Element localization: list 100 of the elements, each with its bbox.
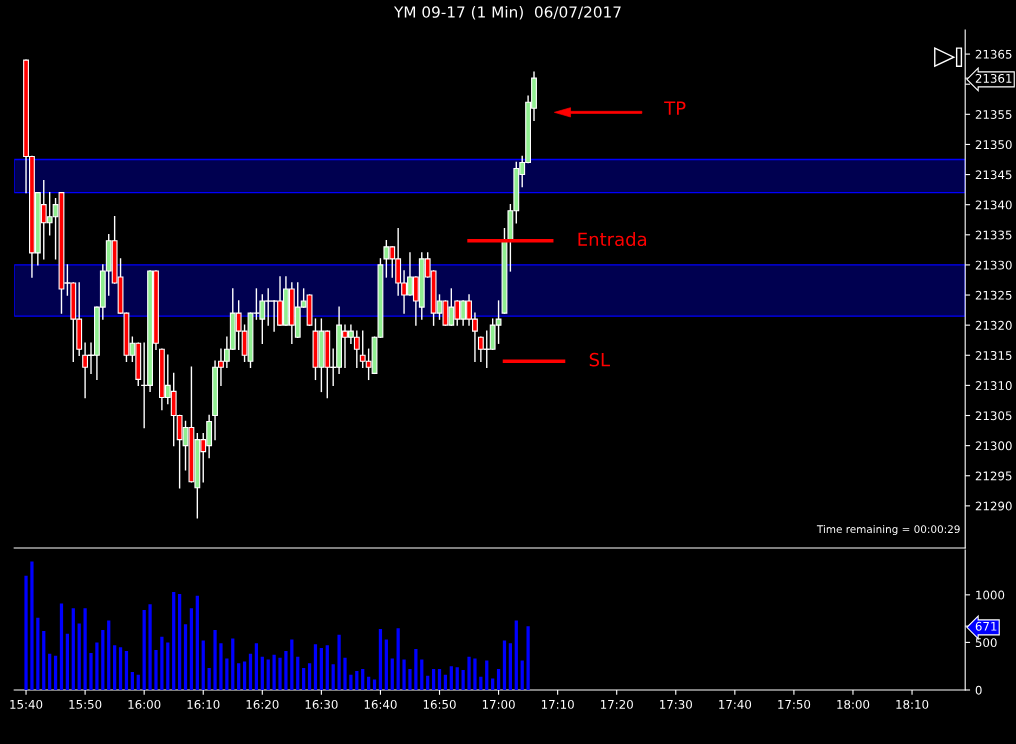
bar <box>420 659 424 690</box>
bar <box>449 666 453 690</box>
bar <box>242 661 247 690</box>
bar <box>408 669 412 690</box>
x-tick-label: 18:10 <box>896 699 929 709</box>
bar <box>296 656 300 690</box>
bar <box>166 642 170 690</box>
bar <box>319 648 323 690</box>
bar <box>526 626 530 690</box>
bar <box>30 561 34 690</box>
bar <box>461 670 465 690</box>
bar <box>473 658 477 690</box>
bar <box>118 647 123 690</box>
bar <box>95 642 99 690</box>
bar <box>160 636 164 690</box>
bar <box>77 623 81 690</box>
bar <box>65 633 70 690</box>
bar <box>201 640 205 690</box>
y-tick-label: 21290 <box>975 501 1012 511</box>
bar <box>337 634 341 690</box>
bar <box>278 657 282 690</box>
y-tick-label: 21345 <box>975 170 1012 180</box>
x-tick-label: 16:00 <box>128 699 161 709</box>
bar <box>361 669 365 690</box>
y-tick-label: 21315 <box>975 350 1012 360</box>
x-tick-label: 17:50 <box>778 699 811 709</box>
bar <box>431 669 436 690</box>
bar <box>313 644 318 690</box>
annotation: TP <box>664 101 686 115</box>
bar <box>307 663 312 690</box>
bar <box>183 624 188 690</box>
bar <box>148 604 152 690</box>
x-tick-label: 15:50 <box>69 699 102 709</box>
bar <box>437 669 442 690</box>
bar <box>24 575 28 690</box>
x-tick-label: 15:40 <box>10 699 43 709</box>
bar <box>290 639 294 690</box>
bar <box>130 671 134 690</box>
bar <box>331 664 335 690</box>
y-tick-label: 21330 <box>975 260 1012 270</box>
y-tick-label: 0 <box>975 685 982 695</box>
bar <box>248 653 253 690</box>
y-tick-label: 21325 <box>975 290 1012 300</box>
bar <box>467 656 471 690</box>
bar <box>219 643 223 690</box>
bar <box>343 657 347 690</box>
chart-title: YM 09-17 (1 Min) 06/07/2017 <box>393 6 621 20</box>
bar <box>378 629 383 690</box>
bar <box>71 608 75 690</box>
bar <box>225 658 229 690</box>
x-tick-label: 16:30 <box>305 699 338 709</box>
bar <box>213 630 217 690</box>
bar <box>83 608 87 690</box>
bar <box>479 676 483 690</box>
bar <box>496 669 501 690</box>
bar <box>520 660 524 690</box>
bar <box>42 630 46 690</box>
bar <box>266 659 270 690</box>
bar <box>396 628 400 690</box>
bar <box>390 658 394 690</box>
bar <box>402 659 406 690</box>
bar <box>443 674 448 690</box>
bar <box>514 620 518 690</box>
bar <box>355 670 359 690</box>
bar <box>272 654 276 690</box>
bar <box>231 638 235 690</box>
x-tick-label: 16:20 <box>246 699 279 709</box>
y-tick-label: 21295 <box>975 471 1012 481</box>
bar <box>136 674 140 690</box>
bar <box>48 653 52 690</box>
bar <box>207 668 211 690</box>
y-tick-label: 21355 <box>975 110 1012 119</box>
bar <box>89 652 93 690</box>
y-tick-label: 21365 <box>975 49 1012 59</box>
bar <box>189 608 194 690</box>
x-tick-label: 16:10 <box>187 699 220 709</box>
annotation: Time remaining = 00:00:29 <box>816 525 960 536</box>
bar <box>414 649 418 690</box>
x-tick-label: 17:20 <box>600 699 633 709</box>
bar <box>284 650 288 690</box>
bar <box>254 643 259 690</box>
y-tick-label: 21335 <box>975 230 1012 240</box>
x-tick-label: 17:40 <box>719 699 752 709</box>
bar <box>349 674 353 690</box>
bar <box>107 620 111 690</box>
bar <box>36 617 40 690</box>
x-tick-label: 17:30 <box>660 699 692 709</box>
bar <box>172 591 176 690</box>
bar <box>485 660 489 690</box>
bar <box>59 603 64 690</box>
x-tick-label: 16:50 <box>423 699 456 709</box>
bar <box>177 593 182 690</box>
y-tick-label: 21350 <box>975 140 1012 150</box>
y-tick-label: 21320 <box>975 320 1012 330</box>
bar <box>101 630 105 690</box>
series-label: SL <box>589 352 610 367</box>
bar <box>154 650 158 690</box>
y-tick-label: 21361 <box>975 73 1012 83</box>
bar <box>53 655 58 690</box>
bar <box>367 676 371 690</box>
